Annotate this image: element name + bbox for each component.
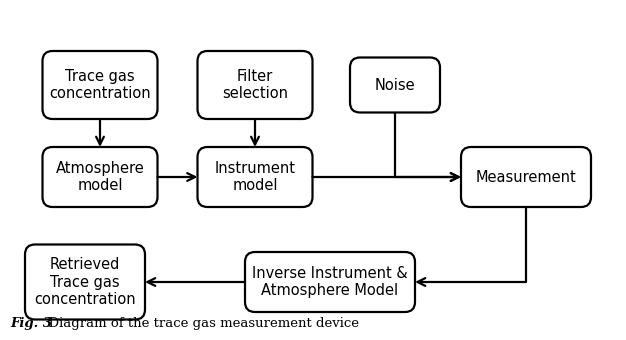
FancyBboxPatch shape <box>461 147 591 207</box>
FancyBboxPatch shape <box>245 252 415 312</box>
Text: Noise: Noise <box>375 78 415 92</box>
Text: Retrieved
Trace gas
concentration: Retrieved Trace gas concentration <box>34 257 136 307</box>
FancyBboxPatch shape <box>350 57 440 113</box>
Text: Filter
selection: Filter selection <box>222 69 288 101</box>
FancyBboxPatch shape <box>43 51 158 119</box>
FancyBboxPatch shape <box>43 147 158 207</box>
FancyBboxPatch shape <box>197 51 312 119</box>
Text: Diagram of the trace gas measurement device: Diagram of the trace gas measurement dev… <box>40 317 359 330</box>
Text: Fig. 3: Fig. 3 <box>10 317 52 330</box>
FancyBboxPatch shape <box>197 147 312 207</box>
Text: Trace gas
concentration: Trace gas concentration <box>49 69 151 101</box>
Text: Inverse Instrument &
Atmosphere Model: Inverse Instrument & Atmosphere Model <box>252 266 408 298</box>
FancyBboxPatch shape <box>25 244 145 320</box>
Text: Measurement: Measurement <box>476 170 577 185</box>
Text: Atmosphere
model: Atmosphere model <box>56 161 145 193</box>
Text: Instrument
model: Instrument model <box>215 161 295 193</box>
